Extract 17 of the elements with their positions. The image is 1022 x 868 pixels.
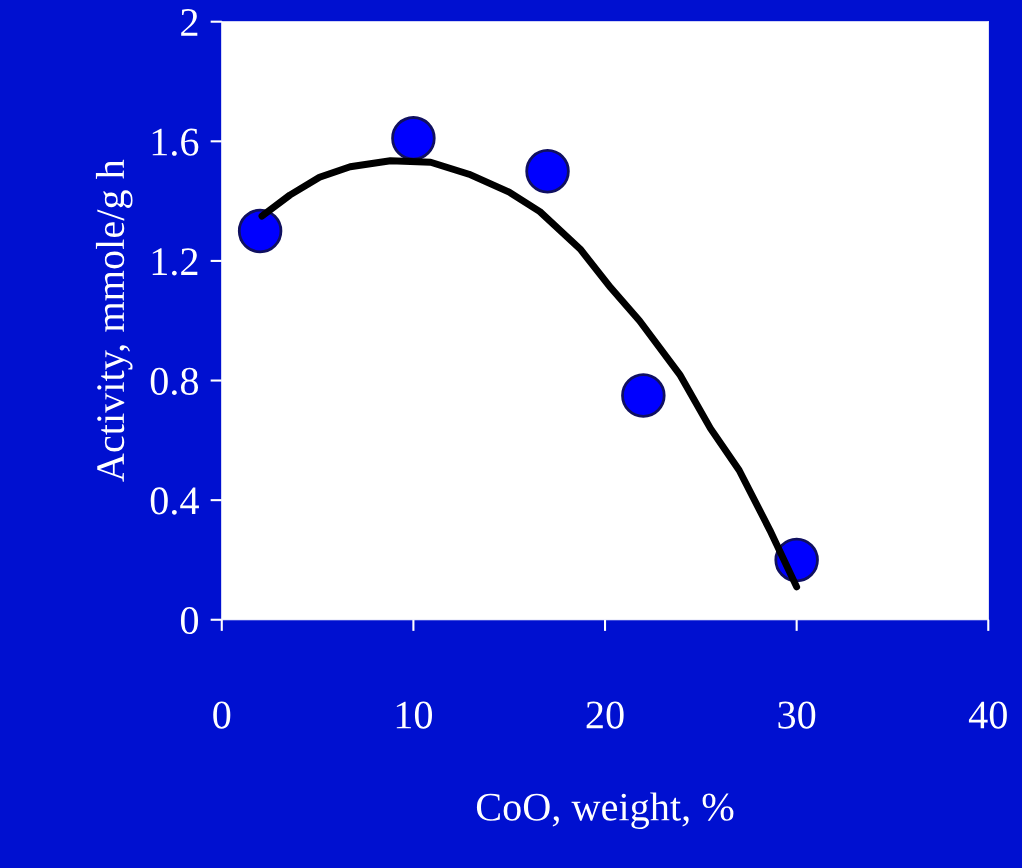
point (237, 208, 283, 254)
y-tick-label: 1.2 (152, 248, 198, 276)
x-tick-label: 10 (396, 701, 432, 729)
point (621, 373, 666, 418)
x-tick-label: 40 (968, 701, 1007, 729)
point (391, 116, 436, 161)
point (525, 148, 570, 194)
x-tick-label: 30 (778, 701, 816, 729)
y-axis-title: Activity, mmole/g h (95, 159, 133, 482)
y-tick-label: 0.4 (150, 487, 199, 515)
y-tick-label: 1.6 (152, 128, 199, 156)
x-tick-label: 20 (586, 701, 624, 729)
x-tick-label: 0 (213, 701, 231, 729)
x-axis-title: CoO, weight, % (476, 792, 734, 830)
y-tick-label: 2 (181, 9, 198, 36)
y-tick-label: 0.8 (150, 367, 199, 396)
y-tick-label: 0 (180, 606, 199, 635)
